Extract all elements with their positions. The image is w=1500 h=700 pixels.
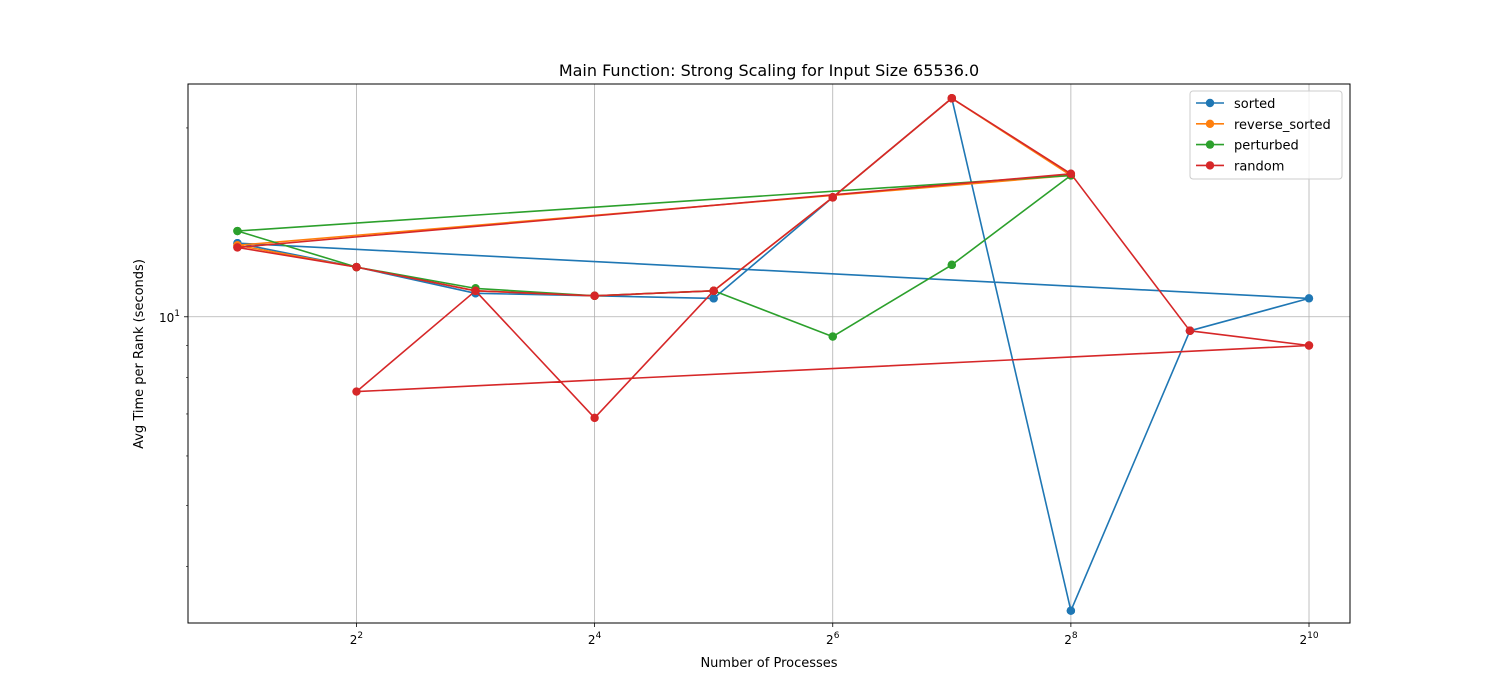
legend-swatch-marker: [1206, 99, 1214, 107]
y-axis-label: Avg Time per Rank (seconds): [132, 259, 147, 449]
data-point-random: [590, 414, 598, 422]
chart-title: Main Function: Strong Scaling for Input …: [559, 61, 979, 80]
legend-label-reverse_sorted: reverse_sorted: [1234, 118, 1331, 133]
data-point-random: [352, 387, 360, 395]
data-point-random: [829, 193, 837, 201]
data-point-random: [1067, 170, 1075, 178]
data-point-random: [1305, 341, 1313, 349]
data-point-perturbed: [948, 261, 956, 269]
data-point-perturbed: [233, 227, 241, 235]
legend: sorted reverse_sorted perturbed random: [1190, 91, 1342, 179]
data-point-random: [471, 287, 479, 295]
data-point-random: [590, 292, 598, 300]
data-point-sorted: [1305, 294, 1313, 302]
data-point-random: [709, 287, 717, 295]
data-point-sorted: [709, 294, 717, 302]
x-axis-label: Number of Processes: [700, 656, 837, 671]
legend-swatch-marker: [1206, 161, 1214, 169]
data-point-random: [352, 263, 360, 271]
data-point-random: [948, 94, 956, 102]
legend-label-random: random: [1234, 159, 1284, 174]
data-point-sorted: [1067, 607, 1075, 615]
legend-swatch-marker: [1206, 120, 1214, 128]
data-point-perturbed: [829, 332, 837, 340]
legend-swatch-marker: [1206, 140, 1214, 148]
data-point-random: [1186, 327, 1194, 335]
legend-label-sorted: sorted: [1234, 97, 1275, 112]
data-point-random: [233, 243, 241, 251]
legend-label-perturbed: perturbed: [1234, 139, 1299, 154]
